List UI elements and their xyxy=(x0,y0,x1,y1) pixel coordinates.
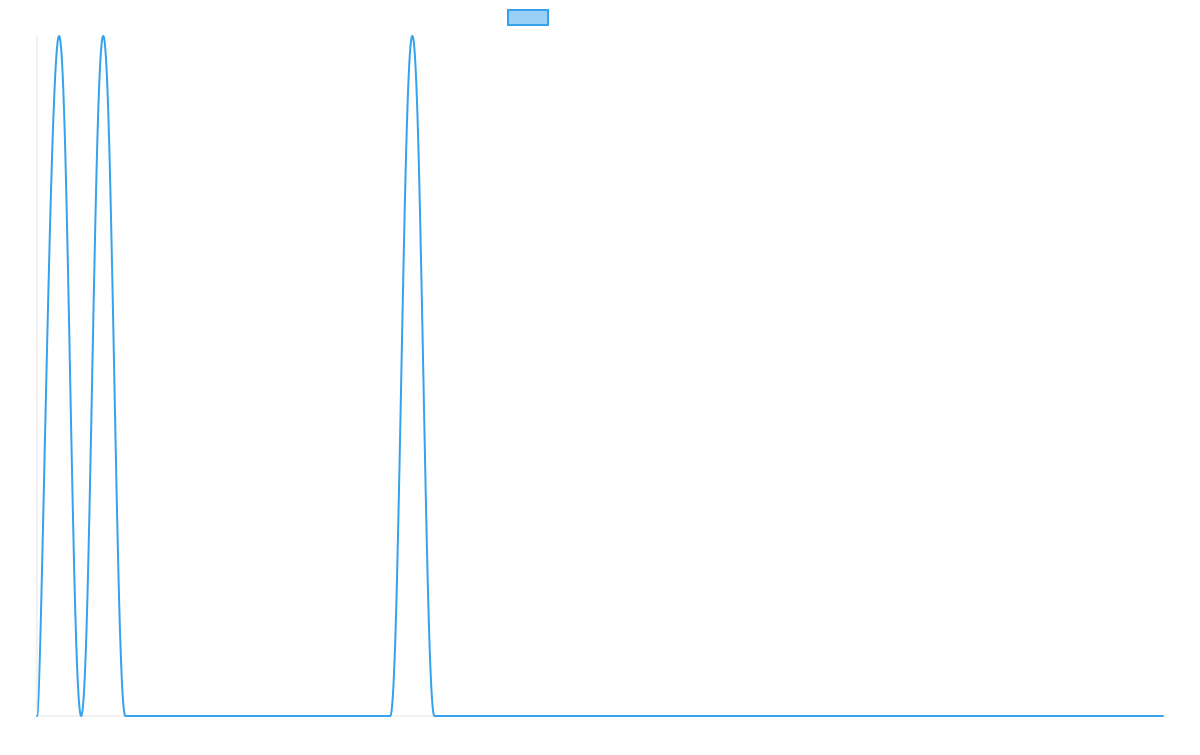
series-line-0 xyxy=(36,35,1164,717)
axes xyxy=(36,36,1163,717)
legend[interactable] xyxy=(507,9,549,26)
legend-swatch[interactable] xyxy=(507,9,549,26)
series-group xyxy=(36,35,1164,717)
